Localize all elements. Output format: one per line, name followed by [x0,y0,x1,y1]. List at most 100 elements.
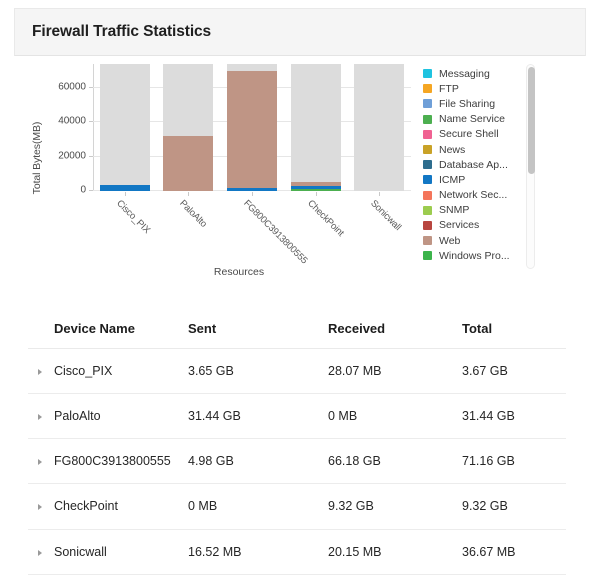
table-header-row: Device Name Sent Received Total [28,310,566,349]
table-row[interactable]: Cisco_PIX 3.65 GB 28.07 MB 3.67 GB [28,348,566,395]
cell-device-name: FG800C3913800555 [54,438,188,485]
y-axis-title: Total Bytes(MB) [31,121,43,195]
legend-item[interactable]: Messaging [423,66,543,81]
legend-label: ICMP [439,173,466,186]
cell-total: 3.67 GB [462,348,566,395]
chevron-right-icon[interactable] [38,414,42,421]
cell-total: 9.32 GB [462,483,566,530]
legend-color-swatch [423,220,432,230]
legend-label: SNMP [439,204,470,217]
bar-backdrop [99,64,150,191]
legend-item[interactable]: File Sharing [423,96,543,111]
device-table: Device Name Sent Received Total Cisco_PI… [28,310,566,575]
row-expand-cell[interactable] [28,483,54,530]
cell-received: 0 MB [328,393,462,440]
table-row[interactable]: CheckPoint 0 MB 9.32 GB 9.32 GB [28,483,566,530]
cell-total: 36.67 MB [462,529,566,575]
chevron-right-icon[interactable] [38,459,42,466]
chevron-right-icon[interactable] [38,504,42,511]
th-total[interactable]: Total [462,310,566,349]
cell-device-name: CheckPoint [54,483,188,530]
cell-device-name: Sonicwall [54,529,188,575]
bar-segment[interactable] [290,189,341,191]
row-expand-cell[interactable] [28,438,54,485]
x-tick-mark [315,192,317,196]
cell-sent: 3.65 GB [188,348,328,395]
y-tick-mark [89,190,93,191]
legend-label: Web [439,234,461,247]
bar-segment[interactable] [99,185,150,191]
legend-item[interactable]: Windows Pro... [423,248,543,263]
legend-item[interactable]: Web [423,233,543,248]
legend-label: News [439,143,466,156]
legend-color-swatch [423,236,432,246]
table-body: Cisco_PIX 3.65 GB 28.07 MB 3.67 GB PaloAlto 3… [28,348,566,575]
row-expand-cell[interactable] [28,529,54,575]
page-title: Firewall Traffic Statistics [32,23,212,40]
row-expand-cell[interactable] [28,393,54,440]
bar-segment[interactable] [227,70,277,188]
legend-label: Database Ap... [439,158,508,171]
legend-item[interactable]: Network Sec... [423,188,543,203]
bar-segment[interactable] [290,186,341,190]
legend-scrollbar-thumb[interactable] [528,67,535,174]
legend-item[interactable]: Name Service [423,112,543,127]
legend-item[interactable]: Database Ap... [423,157,543,172]
legend-item[interactable]: SNMP [423,203,543,218]
card-header: Firewall Traffic Statistics [14,8,586,56]
plot-area: 0 20000 40000 60000 [58,64,411,196]
legend-scrollbar[interactable] [526,64,535,269]
legend-color-swatch [423,99,432,109]
stacked-bar[interactable] [163,135,214,191]
table-row[interactable]: Sonicwall 16.52 MB 20.15 MB 36.67 MB [28,529,566,575]
table-row[interactable]: PaloAlto 31.44 GB 0 MB 31.44 GB [28,393,566,440]
stacked-bar[interactable] [290,182,341,191]
legend-item[interactable]: Services [423,218,543,233]
chevron-right-icon[interactable] [38,369,42,376]
x-tick-label: FG800C3913800555 [241,198,310,267]
x-tick-label: PaloAlto [177,198,210,230]
traffic-chart: Total Bytes(MB) 0 20000 40000 60000 Resourc… [14,56,586,293]
bar-segment[interactable] [227,187,277,191]
y-tick-mark [89,121,93,123]
bar-segment[interactable] [163,135,214,191]
th-received[interactable]: Received [328,310,462,349]
x-axis-title: Resources [213,266,265,278]
bar-segment[interactable] [290,182,341,187]
legend-label: File Sharing [439,97,496,110]
legend-item[interactable]: FTP [423,81,543,96]
legend-color-swatch [423,114,432,124]
table-row[interactable]: FG800C3913800555 4.98 GB 66.18 GB 71.16 GB [28,438,566,485]
legend-item[interactable]: Secure Shell [423,127,543,142]
x-tick-mark [124,192,126,196]
legend-item[interactable]: News [423,142,543,157]
legend-item[interactable]: ICMP [423,172,543,187]
row-expand-cell[interactable] [28,348,54,395]
firewall-traffic-card: Firewall Traffic Statistics Total Bytes(… [14,8,586,575]
legend-color-swatch [423,251,432,261]
cell-total: 71.16 GB [462,438,566,485]
stacked-bar[interactable] [99,185,150,191]
legend-color-swatch [423,190,432,200]
table-header: Device Name Sent Received Total [28,310,566,349]
legend-label: Services [439,219,480,232]
x-tick-mark [252,192,253,196]
cell-sent: 0 MB [188,483,328,530]
cell-device-name: Cisco_PIX [54,348,188,395]
cell-sent: 31.44 GB [188,393,328,440]
cell-received: 9.32 GB [328,483,462,530]
bar-backdrop [354,64,405,191]
legend-label: Windows Pro... [439,249,510,262]
legend-color-swatch [423,205,432,215]
y-tick-mark [89,87,93,89]
x-tick-label: CheckPoint [304,198,346,239]
th-sent[interactable]: Sent [188,310,328,349]
th-device-name[interactable]: Device Name [54,310,188,349]
legend-color-swatch [423,175,432,185]
x-tick-mark [379,192,381,196]
y-tick-label: 20000 [58,150,86,162]
legend-label: Name Service [439,113,505,126]
chevron-right-icon[interactable] [38,549,42,556]
stacked-bar[interactable] [227,70,277,191]
cell-received: 20.15 MB [328,529,462,575]
